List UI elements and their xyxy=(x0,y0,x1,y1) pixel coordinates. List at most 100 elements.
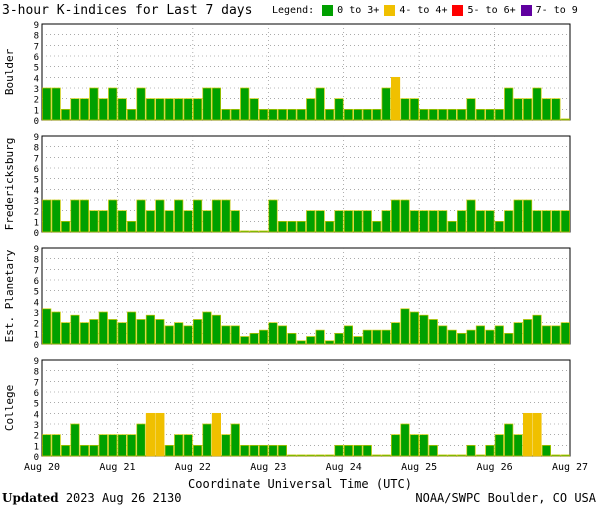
k-index-bar xyxy=(541,210,551,233)
k-index-bar xyxy=(268,444,278,457)
k-index-bar xyxy=(164,98,174,121)
k-index-bar xyxy=(42,87,52,121)
k-index-bar xyxy=(353,210,363,233)
k-index-bar xyxy=(127,108,137,121)
k-index-bar xyxy=(61,220,71,233)
k-index-bar xyxy=(391,76,401,121)
k-index-bar xyxy=(108,434,118,457)
x-tick-label: Aug 23 xyxy=(250,462,286,473)
k-index-bar xyxy=(334,98,344,121)
updated-timestamp: 2023 Aug 26 2130 xyxy=(65,491,182,505)
k-index-bar xyxy=(51,199,61,233)
legend-swatch-purple xyxy=(520,5,532,16)
y-tick-label: 2 xyxy=(34,96,39,106)
y-tick-label: 4 xyxy=(34,74,39,84)
k-index-bar xyxy=(475,325,485,345)
x-tick-label: Aug 25 xyxy=(401,462,437,473)
x-tick-label: Aug 20 xyxy=(24,462,60,473)
k-index-bar xyxy=(249,332,259,345)
k-index-bar xyxy=(372,220,382,233)
y-tick-label: 1 xyxy=(34,330,39,340)
panel-label: College xyxy=(3,385,16,431)
k-index-bar xyxy=(475,108,485,121)
legend-item-yellow: 4- to 4+ xyxy=(384,5,447,16)
k-index-bar xyxy=(457,108,467,121)
k-index-bar xyxy=(221,199,231,233)
k-index-bar xyxy=(155,412,165,457)
k-index-bar xyxy=(466,329,476,345)
legend-text-purple: 7- to 9 xyxy=(535,5,578,16)
k-index-bar xyxy=(193,444,203,457)
k-index-bar xyxy=(532,87,542,121)
legend-text-yellow: 4- to 4+ xyxy=(399,5,448,16)
x-tick-label: Aug 22 xyxy=(175,462,211,473)
k-index-bar xyxy=(560,454,570,457)
y-tick-label: 3 xyxy=(34,197,39,207)
k-index-bar xyxy=(438,108,448,121)
y-tick-label: 9 xyxy=(34,357,39,367)
k-index-bar xyxy=(494,434,504,457)
legend-item-purple: 7- to 9 xyxy=(520,5,578,16)
legend-text-green: 0 to 3+ xyxy=(337,5,380,16)
footer-source: NOAA/SWPC Boulder, CO USA xyxy=(415,491,596,505)
k-index-bar xyxy=(523,199,533,233)
y-tick-label: 5 xyxy=(34,400,39,410)
k-index-bar xyxy=(428,210,438,233)
k-index-bar xyxy=(42,308,52,345)
k-index-bar xyxy=(230,423,240,457)
k-index-bar xyxy=(419,210,429,233)
k-index-bar xyxy=(287,108,297,121)
k-index-bar xyxy=(362,210,372,233)
k-index-bar xyxy=(89,319,99,345)
k-index-bar xyxy=(259,108,269,121)
k-index-bar xyxy=(532,412,542,457)
k-index-bar xyxy=(79,98,89,121)
k-index-bar xyxy=(61,322,71,345)
k-index-bar xyxy=(325,220,335,233)
k-index-bar xyxy=(183,325,193,345)
k-index-bar xyxy=(136,87,146,121)
k-index-bar xyxy=(155,98,165,121)
k-index-bar xyxy=(438,454,448,457)
k-index-bar xyxy=(98,210,108,233)
k-index-bar xyxy=(541,325,551,345)
k-index-bar xyxy=(532,314,542,345)
k-index-bar xyxy=(485,108,495,121)
k-index-bar xyxy=(400,98,410,121)
y-tick-label: 9 xyxy=(34,245,39,255)
k-index-bar xyxy=(400,199,410,233)
k-index-bar xyxy=(221,108,231,121)
k-index-bar xyxy=(127,434,137,457)
k-index-bar xyxy=(145,98,155,121)
k-index-bar xyxy=(193,199,203,233)
k-index-bar xyxy=(117,434,127,457)
y-tick-label: 7 xyxy=(34,378,39,388)
k-index-bar xyxy=(230,325,240,345)
k-index-bar xyxy=(306,336,316,345)
k-index-bar xyxy=(513,199,523,233)
k-index-bar xyxy=(391,434,401,457)
chart-title: 3-hour K-indices for Last 7 days xyxy=(2,3,253,18)
k-index-bar xyxy=(51,311,61,345)
panel-label: Boulder xyxy=(3,48,16,95)
k-index-bar xyxy=(409,210,419,233)
k-index-bar xyxy=(164,325,174,345)
k-index-bar xyxy=(381,454,391,457)
k-index-bar xyxy=(259,329,269,345)
y-tick-label: 0 xyxy=(34,229,39,239)
k-index-bar xyxy=(183,98,193,121)
k-index-bar xyxy=(466,98,476,121)
k-index-bar xyxy=(353,444,363,457)
y-tick-label: 8 xyxy=(34,368,39,378)
panel-label: Fredericksburg xyxy=(3,138,16,231)
k-index-bar xyxy=(391,322,401,345)
k-index-bar xyxy=(174,98,184,121)
k-index-bar xyxy=(117,210,127,233)
k-index-bar xyxy=(334,210,344,233)
y-tick-label: 2 xyxy=(34,208,39,218)
k-index-bar xyxy=(400,308,410,345)
k-index-bar xyxy=(249,230,259,233)
y-tick-label: 1 xyxy=(34,442,39,452)
legend: Legend: 0 to 3+ 4- to 4+ 5- to 6+ 7- to … xyxy=(272,5,583,16)
k-index-bar xyxy=(136,319,146,345)
